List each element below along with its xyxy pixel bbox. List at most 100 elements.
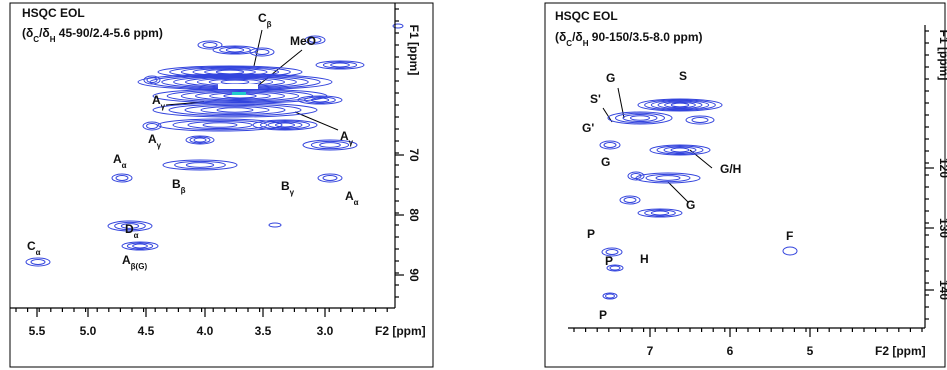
subtitle-part: (δ bbox=[22, 26, 33, 40]
peak-label: S' bbox=[590, 92, 601, 106]
contour bbox=[691, 117, 709, 123]
contour bbox=[609, 265, 621, 271]
contour bbox=[202, 122, 238, 128]
peak-label: Aγ bbox=[340, 129, 354, 147]
highlight bbox=[218, 84, 258, 89]
x-tick-label: 7 bbox=[647, 344, 654, 358]
x-axis-label: F2 [ppm] bbox=[875, 344, 926, 358]
x-tick-label: 3.0 bbox=[317, 324, 334, 338]
peak-label: H bbox=[640, 252, 649, 266]
peak-label: P bbox=[605, 254, 613, 268]
contour bbox=[111, 173, 133, 183]
peak-main: G bbox=[686, 198, 695, 212]
peak-label: Aβ(G) bbox=[122, 253, 147, 271]
x-axis-label: F2 [ppm] bbox=[375, 324, 426, 338]
contour bbox=[185, 162, 215, 168]
contour bbox=[120, 223, 140, 229]
peak-main: G' bbox=[582, 121, 594, 135]
contour bbox=[649, 144, 711, 156]
contour bbox=[622, 114, 658, 122]
contour bbox=[644, 99, 716, 111]
contour bbox=[627, 171, 645, 181]
contour bbox=[275, 122, 295, 128]
subtitle-part: C bbox=[33, 35, 39, 44]
contour bbox=[605, 249, 619, 255]
subtitle-part: 45-90/2.4-5.6 ppm) bbox=[55, 26, 162, 40]
contour bbox=[219, 46, 251, 54]
peak-label: Aγ bbox=[152, 93, 166, 111]
peak-main: H bbox=[640, 252, 649, 266]
subtitle-part: 90-150/3.5-8.0 ppm) bbox=[588, 30, 702, 44]
contour bbox=[202, 42, 218, 48]
peak-label: Aγ bbox=[148, 132, 162, 150]
peak-sub: γ bbox=[290, 188, 295, 197]
peak-sub: γ bbox=[349, 138, 354, 147]
contour bbox=[317, 173, 343, 183]
peak-main: C bbox=[258, 11, 267, 25]
peak-label: Dα bbox=[125, 222, 139, 240]
y-tick-label: 80 bbox=[407, 208, 421, 222]
peak-label: P bbox=[599, 308, 607, 322]
contour bbox=[645, 173, 691, 183]
contour bbox=[249, 47, 275, 57]
peak-label: Cβ bbox=[258, 11, 272, 29]
contour bbox=[599, 140, 621, 150]
peak-main: A bbox=[113, 152, 122, 166]
contour bbox=[132, 243, 148, 249]
contour bbox=[663, 146, 697, 154]
peak-main: A bbox=[148, 132, 157, 146]
panel-frame bbox=[9, 2, 434, 368]
panel-frame bbox=[544, 2, 946, 368]
contour bbox=[644, 209, 676, 217]
peak-main: S bbox=[679, 69, 687, 83]
contour bbox=[146, 77, 158, 83]
contour bbox=[180, 67, 280, 77]
y-tick-label: 70 bbox=[407, 148, 421, 162]
peak-sub: α bbox=[134, 231, 139, 240]
contour bbox=[184, 104, 286, 116]
contour bbox=[310, 140, 350, 150]
x-tick-label: 4.0 bbox=[197, 324, 214, 338]
y-tick-label: 140 bbox=[937, 280, 947, 300]
peak-sub: β bbox=[267, 20, 272, 29]
contour bbox=[782, 246, 798, 256]
contour bbox=[174, 160, 226, 170]
subtitle-part: (δ bbox=[555, 30, 566, 44]
contour bbox=[655, 175, 681, 181]
peak-main: G bbox=[601, 155, 610, 169]
peak-main: P bbox=[599, 308, 607, 322]
x-tick-label: 4.5 bbox=[138, 324, 155, 338]
contour bbox=[304, 96, 336, 104]
peak-main: S' bbox=[590, 92, 601, 106]
contour bbox=[606, 264, 624, 272]
subtitle-part: /δ bbox=[572, 30, 583, 44]
peak-label: G/H bbox=[720, 162, 741, 176]
peak-label: P bbox=[587, 227, 595, 241]
contour bbox=[310, 97, 330, 103]
panel-subtitle: (δC/δH 45-90/2.4-5.6 ppm) bbox=[22, 26, 163, 44]
contour bbox=[143, 75, 161, 85]
contour bbox=[200, 106, 270, 114]
peak-sub: β(G) bbox=[131, 262, 148, 271]
subtitle-part: H bbox=[583, 39, 589, 48]
peak-main: A bbox=[345, 189, 354, 203]
contour bbox=[657, 101, 703, 109]
contour bbox=[172, 119, 268, 131]
peak-sub: β bbox=[181, 186, 186, 195]
contour bbox=[220, 79, 250, 85]
contour bbox=[637, 98, 723, 112]
contour bbox=[319, 142, 341, 148]
contour bbox=[670, 147, 690, 153]
peak-main: F bbox=[786, 229, 793, 243]
peak-main: G/H bbox=[720, 162, 741, 176]
contour bbox=[197, 40, 223, 50]
contour bbox=[268, 222, 282, 228]
highlight bbox=[232, 92, 246, 95]
contour bbox=[157, 65, 303, 79]
contour bbox=[193, 137, 207, 143]
subtitle-part: C bbox=[566, 39, 572, 48]
panel-title: HSQC EOL bbox=[22, 6, 85, 20]
contour bbox=[619, 195, 641, 205]
peak-label: G bbox=[686, 198, 695, 212]
panel-subtitle: (δC/δH 90-150/3.5-8.0 ppm) bbox=[555, 30, 703, 48]
